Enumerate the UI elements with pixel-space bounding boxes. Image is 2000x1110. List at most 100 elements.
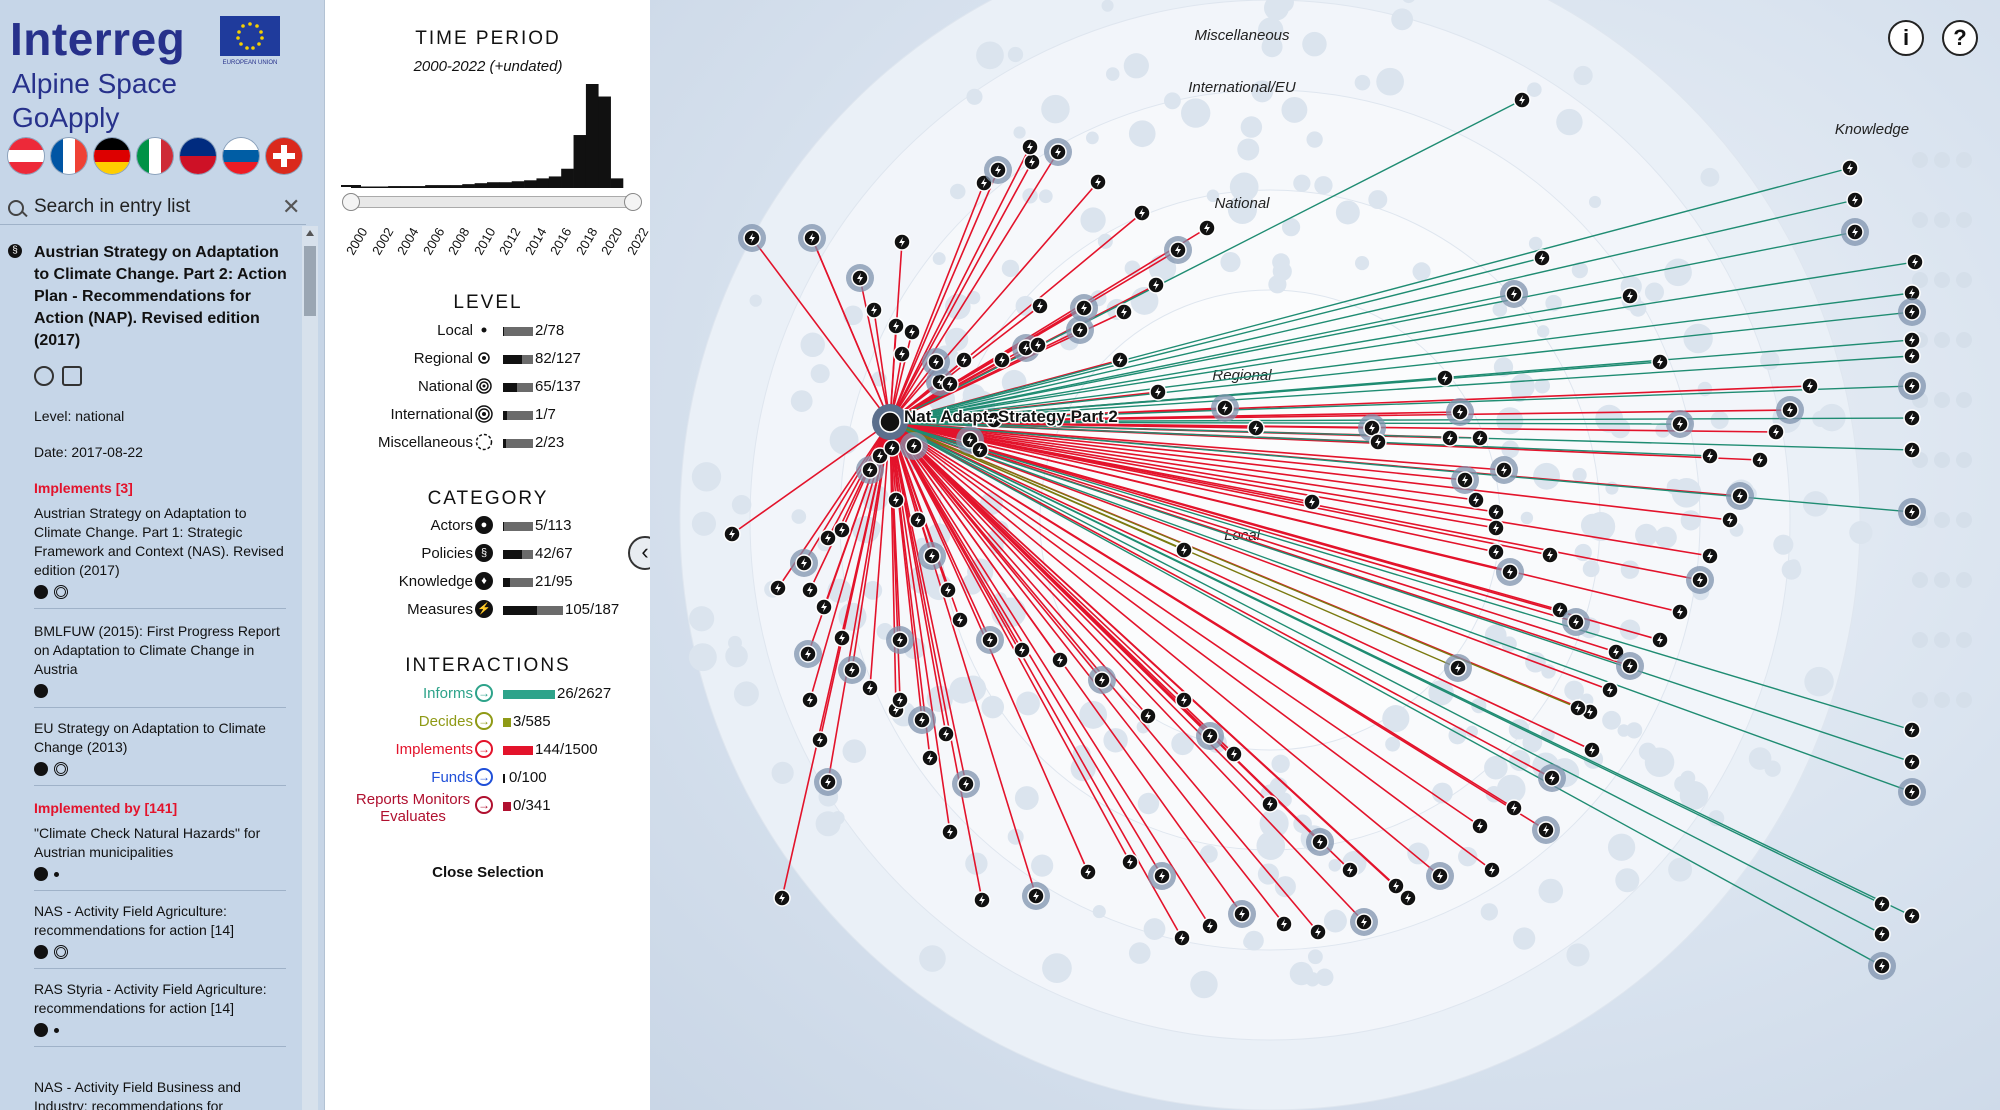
measure-icon [1787,405,1793,415]
background-node [1171,732,1195,756]
list-item[interactable]: Austrian Strategy on Adaptation to Clima… [34,504,286,609]
network-graph[interactable]: MiscellaneousInternational/EUNationalReg… [650,0,2000,1110]
background-node [1934,512,1950,528]
list-item[interactable]: NAS - Activity Field Business and Indust… [34,1078,286,1110]
category-filter-row[interactable]: Knowledge ♦ 21/95 [325,569,651,595]
level-filter-row[interactable]: Miscellaneous 2/23 [325,430,651,456]
list-item-text: NAS - Activity Field Agriculture: recomm… [34,903,234,938]
level-filter-row[interactable]: Regional 82/127 [325,346,651,372]
measure-icon [1457,407,1463,417]
entry-detail: § Austrian Strategy on Adaptation to Cli… [0,238,300,1110]
list-item[interactable]: EU Strategy on Adaptation to Climate Cha… [34,719,286,786]
time-range-slider[interactable] [342,193,642,211]
measure-icon [1231,749,1237,759]
switzerland-flag-icon[interactable] [266,138,302,174]
background-node [1368,190,1388,210]
level-filter-row[interactable]: International 1/7 [325,402,651,428]
background-node [1912,272,1928,288]
info-button[interactable]: i [1888,20,1924,56]
background-node [731,495,752,515]
help-button[interactable]: ? [1942,20,1978,56]
printer-icon[interactable] [62,366,82,386]
background-node [1934,392,1950,408]
germany-flag-icon[interactable] [94,138,130,174]
slovenia-flag-icon[interactable] [223,138,259,174]
filter-count-bar [503,355,533,364]
ring-label: Miscellaneous [1194,27,1290,44]
background-node [1607,833,1636,861]
measure-icon [979,895,985,905]
measure-icon [893,495,899,505]
list-item[interactable]: NAS - Activity Field Agriculture: recomm… [34,902,286,969]
implements-edge [889,421,1477,501]
interactions-filter-row[interactable]: Informs → 26/2627 [325,681,651,707]
measure-icon [1519,95,1525,105]
national-level-icon [475,377,493,395]
globe-icon[interactable] [34,366,54,386]
measure-icon [1773,427,1779,437]
informs-edge [889,361,1661,423]
measure-icon [1657,357,1663,367]
measure-icon [1879,929,1885,939]
slider-handle-end[interactable] [624,193,642,211]
close-selection-button[interactable]: Close Selection [432,864,544,881]
italy-flag-icon[interactable] [137,138,173,174]
interreg-logo[interactable]: Interreg EUROPEAN UNION Alpine Space GoA… [10,12,300,133]
filter-label: Decides [418,713,473,730]
measure-icon [849,665,855,675]
interactions-filter-row[interactable]: Funds → 0/100 [325,765,651,791]
measure-icon [1573,617,1579,627]
background-node [1101,0,1114,12]
interactions-filter-row[interactable]: Decides → 3/585 [325,709,651,735]
france-flag-icon[interactable] [51,138,87,174]
measure-icon [809,233,815,243]
list-item[interactable]: BMLFUW (2015): First Progress Report on … [34,622,286,708]
filter-count: 144/1500 [535,741,598,758]
level-filter-row[interactable]: National 65/137 [325,374,651,400]
focus-node[interactable] [879,411,901,433]
scrollbar-thumb[interactable] [304,246,316,316]
list-item[interactable]: RAS Styria - Activity Field Agriculture:… [34,980,286,1047]
category-filter-row[interactable]: Policies § 42/67 [325,541,651,567]
network-view[interactable]: Miscellaneous International/EU National Reg… [650,0,2000,1110]
measure-icon [1361,917,1367,927]
austria-flag-icon[interactable] [8,138,44,174]
measure-icon [1909,507,1915,517]
interactions-filter-row[interactable]: Implements → 144/1500 [325,737,651,763]
background-node [1092,905,1106,919]
measure-icon [1375,437,1381,447]
interactions-filter-row[interactable]: Reports Monitors Evaluates → 0/341 [325,791,651,825]
filter-label: Regional [413,350,473,367]
histogram-bar [425,185,438,188]
histogram-bar [499,182,513,188]
measure-icon [1909,757,1915,767]
implements-edge [811,237,891,423]
entry-scrollbar[interactable] [302,226,318,1110]
level-filter-row[interactable]: Local 2/78 [325,318,651,344]
slider-handle-start[interactable] [342,193,360,211]
measure-icon [1153,280,1159,290]
measure-icon [1607,685,1613,695]
measure-icon [1909,725,1915,735]
background-node [842,739,867,764]
list-item-text: EU Strategy on Adaptation to Climate Cha… [34,720,266,755]
list-item[interactable]: "Climate Check Natural Hazards" for Aust… [34,824,286,891]
background-node [1407,842,1430,865]
measure-icon [1909,288,1915,298]
scroll-up-icon[interactable] [306,230,314,236]
informs-edge [889,417,1913,423]
background-node [1710,411,1729,430]
background-node [827,578,852,603]
measure-icon [1222,403,1228,413]
category-filter-row[interactable]: Actors ● 5/113 [325,513,651,539]
implements-edge [859,277,891,423]
liechtenstein-flag-icon[interactable] [180,138,216,174]
measure-icon [1587,707,1593,717]
background-node [728,635,742,650]
time-histogram[interactable] [339,70,635,192]
measure-icon [1539,253,1545,263]
close-icon[interactable]: ✕ [282,194,301,219]
background-node [1013,126,1026,139]
category-filter-row[interactable]: Measures ⚡ 105/187 [325,597,651,623]
search-input[interactable] [32,194,276,220]
